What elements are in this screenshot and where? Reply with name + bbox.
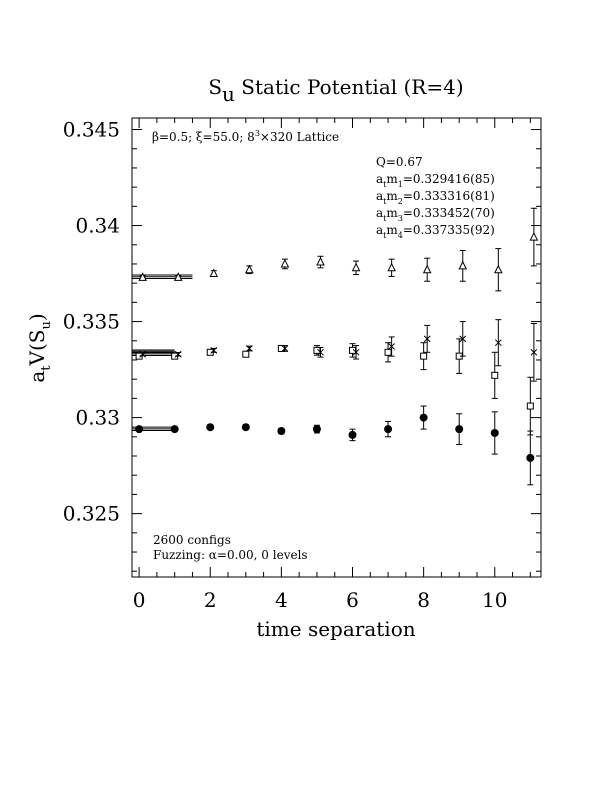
data-point-triangle: [280, 258, 290, 268]
mass-annotation: atm1=0.329416(85): [376, 172, 495, 189]
x-tick-label: 8: [417, 588, 430, 612]
mass-annotations: atm1=0.329416(85)atm2=0.333316(81)atm3=0…: [376, 172, 495, 240]
data-point-triangle: [387, 262, 396, 272]
data-point-circle: [135, 425, 144, 434]
data-point-cross: [139, 350, 147, 358]
cross-stroke: [317, 348, 324, 356]
data-point-circle: [455, 425, 464, 434]
data-point-circle: [526, 453, 535, 462]
y-tick-label: 0.33: [75, 406, 120, 430]
y-tick-label: 0.34: [75, 214, 120, 238]
data-point-triangle: [316, 256, 325, 266]
data-point-circle: [241, 423, 250, 432]
data-point-circle: [206, 423, 215, 432]
data-point-triangle: [422, 264, 432, 274]
cross-stroke: [281, 345, 289, 352]
data-point-cross: [281, 345, 289, 352]
data-point-square: [349, 346, 357, 354]
data-point-square: [526, 402, 534, 410]
data-point-cross: [210, 347, 218, 354]
data-marks: [135, 207, 539, 486]
data-point-square: [313, 346, 321, 354]
x-tick-label: 0: [133, 588, 146, 612]
fuzzing-annotation: Fuzzing: α=0.00, 0 levels: [153, 548, 308, 562]
data-point-circle: [384, 425, 393, 434]
chart-title: Su Static Potential (R=4): [208, 75, 463, 106]
data-point-square: [420, 352, 428, 360]
x-axis-label: time separation: [256, 617, 415, 641]
data-point-cross: [494, 339, 502, 347]
q-annotation: Q=0.67: [376, 155, 423, 169]
data-point-circle: [348, 430, 357, 439]
data-point-circle: [312, 425, 321, 434]
data-point-cross: [423, 335, 431, 343]
data-point-cross: [530, 348, 538, 356]
cross-stroke: [423, 335, 431, 343]
data-point-square: [384, 348, 392, 356]
data-point-triangle: [209, 268, 219, 278]
lattice-annotation: β=0.5; ξ=55.0; 83×320 Lattice: [152, 129, 339, 144]
x-tick-label: 2: [204, 588, 217, 612]
plot-frame: [131, 117, 542, 578]
cross-stroke: [139, 350, 147, 358]
cross-stroke: [246, 345, 253, 352]
data-point-square: [491, 371, 499, 379]
y-axis-label: atV(Su): [25, 313, 54, 382]
mass-annotation: atm4=0.337335(92): [376, 223, 495, 240]
data-point-triangle: [529, 231, 539, 241]
cross-stroke: [174, 350, 182, 358]
x-tick-label: 10: [482, 588, 507, 612]
data-point-cross: [352, 348, 360, 356]
y-tick-label: 0.345: [63, 118, 120, 142]
data-point-circle: [277, 427, 286, 436]
data-point-cross: [317, 348, 324, 356]
y-tick-label: 0.335: [63, 310, 120, 334]
configs-annotation: 2600 configs: [153, 533, 231, 547]
cross-stroke: [459, 335, 467, 343]
data-point-circle: [490, 428, 499, 437]
data-point-cross: [388, 343, 395, 350]
x-tick-label: 6: [346, 588, 359, 612]
cross-stroke: [352, 348, 360, 356]
data-point-triangle: [138, 272, 147, 281]
x-tick-label: 4: [275, 588, 288, 612]
data-point-triangle: [351, 262, 361, 272]
data-point-cross: [174, 350, 182, 358]
data-point-circle: [419, 413, 428, 422]
data-point-circle: [170, 425, 179, 434]
data-point-cross: [246, 345, 253, 352]
cross-stroke: [530, 348, 538, 356]
data-point-cross: [459, 335, 467, 343]
y-tick-label: 0.325: [63, 502, 120, 526]
cross-stroke: [388, 343, 395, 350]
data-point-square: [242, 350, 250, 358]
data-point-triangle: [173, 272, 183, 281]
cross-stroke: [210, 347, 218, 354]
data-point-triangle: [245, 264, 254, 274]
plot-border: [131, 117, 542, 578]
mass-annotation: atm2=0.333316(81): [376, 189, 495, 206]
data-point-triangle: [494, 264, 503, 274]
data-point-triangle: [458, 260, 468, 270]
cross-stroke: [494, 339, 502, 347]
mass-annotation: atm3=0.333452(70): [376, 206, 495, 223]
axis-ticks: 0 2 4 6 8 10 0.325 0.33 0.335 0.34 0.345: [63, 118, 541, 612]
